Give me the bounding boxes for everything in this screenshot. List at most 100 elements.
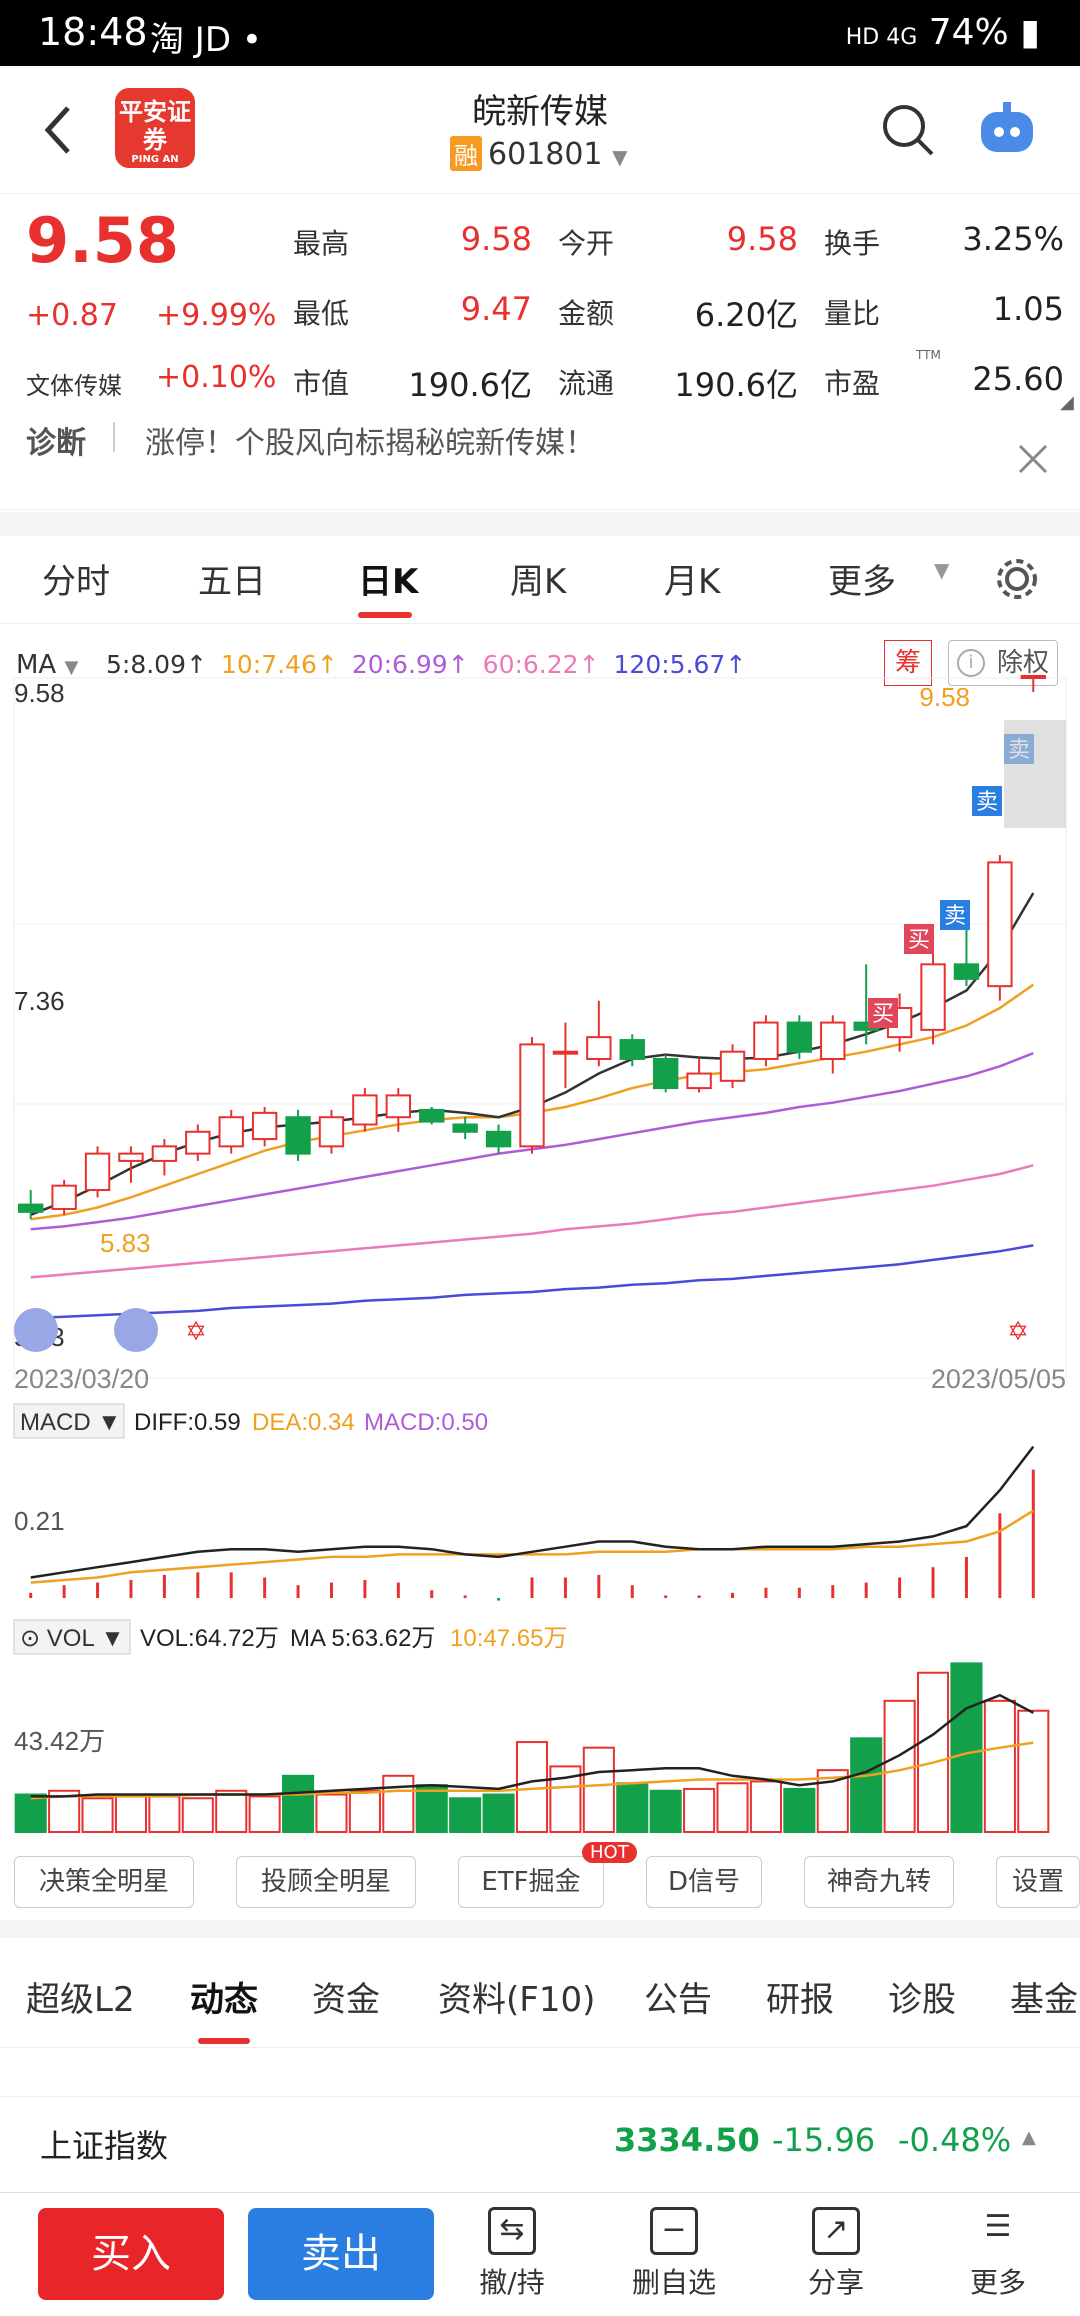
cancel-hold-button[interactable]: ⇆ 撤/持 — [452, 2207, 572, 2301]
tab-super-l2[interactable]: 超级L2 — [26, 1980, 135, 2020]
float-label: 流通 — [558, 367, 615, 400]
tab-5day[interactable]: 五日 — [198, 562, 266, 602]
price-change: +0.87 — [26, 298, 118, 333]
more-button[interactable]: ☰ 更多 — [938, 2207, 1058, 2301]
vol-value: VOL:64.72万 — [140, 1625, 279, 1652]
tool-button-nine-turn[interactable]: 神奇九转 — [804, 1856, 954, 1908]
tab-intraday[interactable]: 分时 — [42, 562, 110, 602]
buy-button[interactable]: 买入 — [38, 2208, 224, 2300]
volume-bar — [716, 1782, 749, 1833]
tab-announcements[interactable]: 公告 — [644, 1980, 712, 2020]
high-label: 最高 — [293, 227, 350, 260]
share-button[interactable]: ↗ 分享 — [776, 2207, 896, 2301]
volume-bar — [415, 1784, 448, 1833]
macd-selector — [13, 1403, 125, 1439]
tool-button-decision-star[interactable]: 决策全明星 — [14, 1856, 194, 1908]
tab-active-underline — [358, 612, 412, 618]
tool-button-advisor-star[interactable]: 投顾全明星 — [236, 1856, 416, 1908]
tool-button-d-signal[interactable]: D信号 — [646, 1856, 762, 1908]
sell-signal-text: 卖 — [976, 789, 998, 814]
float-value: 190.6亿 — [674, 366, 798, 404]
open-label: 今开 — [558, 227, 615, 260]
price-axis-mid: 7.36 — [14, 986, 65, 1016]
candle-body — [686, 1072, 712, 1090]
tab-f10[interactable]: 资料(F10) — [438, 1980, 596, 2020]
tab-monthly-k[interactable]: 月K — [664, 562, 721, 602]
sell-button[interactable]: 卖出 — [248, 2208, 434, 2300]
fullscreen-icon — [114, 1308, 158, 1352]
date-axis-end: 2023/05/05 — [931, 1364, 1066, 1394]
last-price: 9.58 — [26, 204, 179, 277]
vol-label: ⊙ VOL ▼ — [20, 1625, 124, 1652]
candle-body — [218, 1116, 244, 1148]
search-icon[interactable] — [880, 102, 936, 158]
cancel-hold-icon: ⇆ — [488, 2207, 536, 2255]
chevron-down-icon: ▼ — [612, 145, 628, 169]
low-label: 最低 — [293, 297, 350, 330]
exright-button[interactable]: i 除权 — [948, 640, 1058, 686]
tab-daily-k[interactable]: 日K — [358, 562, 419, 602]
amount-value: 6.20亿 — [694, 296, 798, 334]
macd-diff: DIFF:0.59 — [134, 1409, 241, 1436]
tab-research[interactable]: 研报 — [766, 1980, 834, 2020]
vol-axis: 43.42万 — [14, 1726, 105, 1756]
ma-legend: 5:8.09↑ 10:7.46↑ 20:6.99↑ 60:6.22↑ 120:5.67↑ — [106, 650, 760, 679]
expand-left-icon — [14, 1308, 58, 1352]
volume-bar — [114, 1793, 148, 1834]
ma-legend-3: 60:6.22↑ — [482, 650, 600, 679]
remove-watchlist-label: 删自选 — [631, 2266, 716, 2299]
buy-signal-text: 买 — [908, 927, 930, 952]
volume-bar — [1017, 1709, 1050, 1833]
status-time: 18:48 — [38, 10, 148, 54]
vol-ma5: MA 5:63.62万 — [290, 1625, 435, 1652]
candle-body — [786, 1021, 813, 1053]
expand-corner-icon[interactable]: ◢ — [1060, 392, 1074, 413]
candle-body — [552, 1050, 579, 1055]
remove-watchlist-button[interactable]: − 删自选 — [614, 2207, 734, 2301]
candle-body — [419, 1108, 445, 1123]
chart-area[interactable]: MA ▼ 5:8.09↑ 10:7.46↑ 20:6.99↑ 60:6.22↑ 120:… — [0, 624, 1080, 1840]
candle-body — [51, 1184, 77, 1210]
candle-body — [652, 1057, 679, 1090]
expand-up-icon[interactable]: ▲ — [1022, 2127, 1036, 2148]
tab-funds[interactable]: 资金 — [312, 1980, 380, 2020]
candle-body — [84, 1152, 111, 1192]
ma-line-ma120 — [30, 1244, 1034, 1320]
volume-bar — [582, 1746, 615, 1833]
volume-bar — [916, 1671, 950, 1833]
gear-icon[interactable] — [994, 556, 1040, 602]
sector-change-pct: +0.10% — [156, 360, 277, 395]
volume-bar — [482, 1793, 515, 1834]
chip-button[interactable]: 筹 — [884, 640, 932, 686]
stock-code-row[interactable]: 融 601801 ▼ — [450, 136, 627, 172]
volume-bar — [315, 1793, 348, 1834]
tab-news-feed[interactable]: 动态 — [190, 1980, 258, 2020]
volume-bar — [983, 1699, 1016, 1834]
sector-name[interactable]: 文体传媒 — [26, 372, 122, 400]
tab-diagnose[interactable]: 诊股 — [888, 1980, 956, 2020]
kline-chart[interactable]: 9.587.365.139.585.83卖卖卖买买2023/03/202023/… — [0, 624, 1080, 1840]
close-icon[interactable] — [1016, 442, 1052, 478]
tool-button-etf[interactable]: ETF掘金 — [458, 1856, 604, 1908]
index-ticker[interactable]: 上证指数 3334.50 -15.96 -0.48% ▲ — [0, 2096, 1080, 2192]
tab-more[interactable]: 更多 — [828, 562, 896, 602]
tab-fund[interactable]: 基金 — [1010, 1980, 1078, 2020]
volume-bar — [282, 1774, 315, 1833]
hot-badge: HOT — [582, 1842, 637, 1863]
volume-bar — [248, 1795, 281, 1834]
exright-label: 除权 — [996, 648, 1049, 678]
ma-label[interactable]: MA ▼ — [16, 650, 78, 680]
back-icon[interactable] — [40, 102, 76, 158]
robot-assistant-icon[interactable] — [975, 98, 1039, 162]
pe-value: 25.60 — [972, 360, 1064, 398]
diagnosis-bar[interactable]: 诊断 涨停！个股风向标揭秘皖新传媒！ — [0, 418, 1080, 510]
ma-legend-2: 20:6.99↑ — [351, 650, 469, 679]
volume-bar — [181, 1797, 214, 1833]
stock-code: 601801 — [488, 137, 603, 172]
tab-weekly-k[interactable]: 周K — [510, 562, 567, 602]
chevron-down-icon[interactable]: ▼ — [934, 558, 950, 582]
high-value: 9.58 — [460, 220, 532, 258]
candle-body — [151, 1145, 178, 1162]
tool-button-settings[interactable]: 设置 — [996, 1856, 1080, 1908]
ma-legend-1: 10:7.46↑ — [220, 650, 338, 679]
